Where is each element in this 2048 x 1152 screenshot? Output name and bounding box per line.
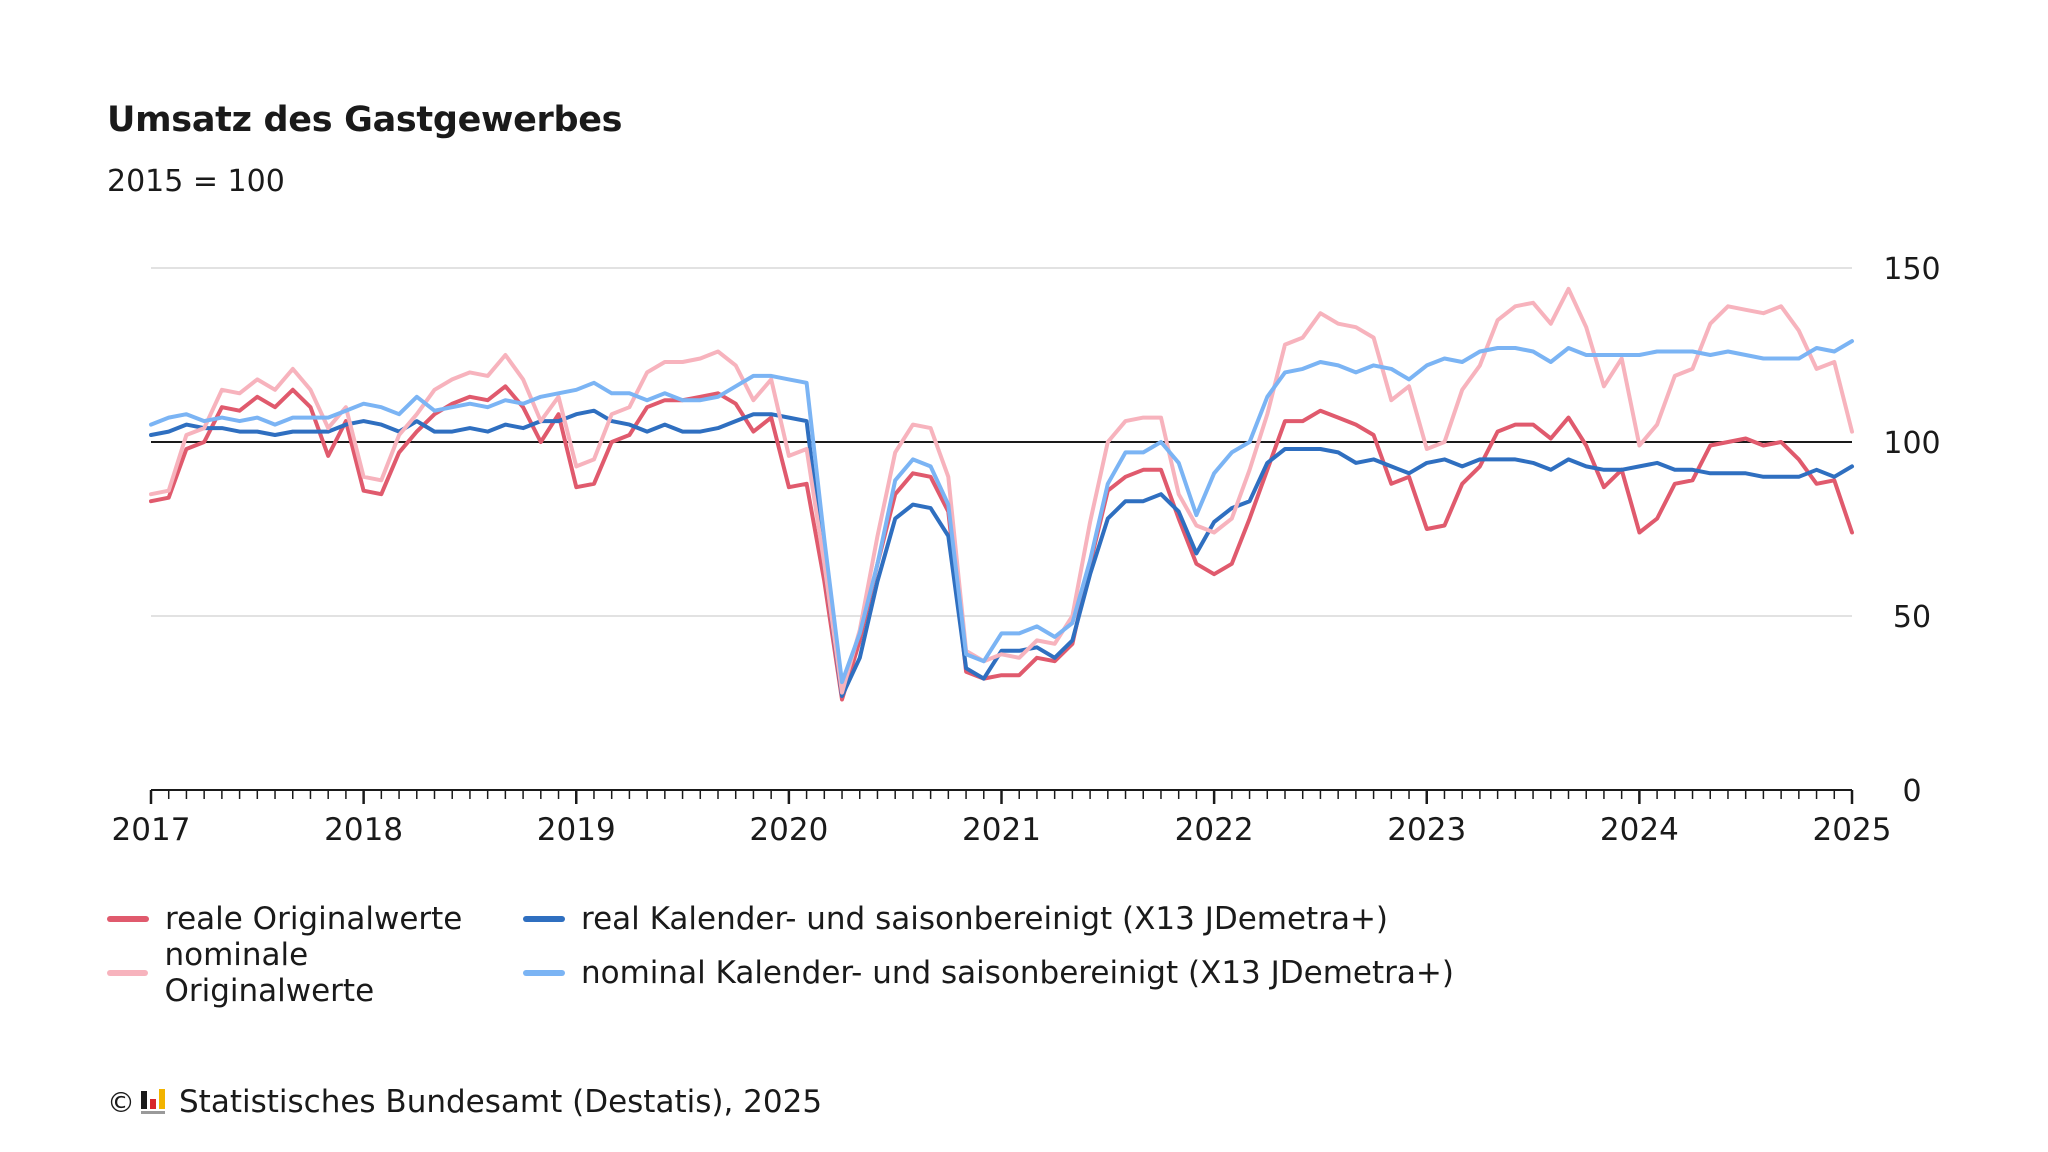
source-text: Statistisches Bundesamt (Destatis), 2025 [179,1084,823,1120]
y-tick-label-150: 150 [1883,252,1940,287]
x-tick-label-2020: 2020 [749,812,828,848]
legend-label: nominal Kalender- und saisonbereinigt (X… [581,955,1454,991]
y-tick-label-50: 50 [1893,600,1931,635]
x-tick-label-2021: 2021 [962,812,1041,848]
line-chart: 2017 2018 2019 2020 2021 2022 2023 2024 2025 0 50… [112,252,1941,848]
y-axis-labels: 0 50 100 150 [1883,252,1940,809]
x-tick-label-2024: 2024 [1600,812,1679,848]
destatis-logo-icon [141,1089,165,1114]
chart-subtitle: 2015 = 100 [107,164,285,199]
legend-label: nominale Originalwerte [164,937,375,1009]
grid-lines [151,267,1852,617]
legend-swatch [523,970,565,976]
x-tick-label-2018: 2018 [324,812,403,848]
chart-legend: reale Originalwerte real Kalender- und s… [107,892,1807,1009]
chart-title: Umsatz des Gastgewerbes [107,100,623,140]
x-axis: 2017 2018 2019 2020 2021 2022 2023 2024 2025 [112,789,1892,848]
x-tick-label-2022: 2022 [1175,812,1254,848]
x-tick-label-2023: 2023 [1387,812,1466,848]
y-tick-label-100: 100 [1883,426,1940,461]
legend-label: reale Originalwerte [165,901,463,937]
legend-swatch [107,916,149,922]
series-lines [149,286,1854,702]
legend-label: real Kalender- und saisonbereinigt (X13 … [581,901,1389,937]
x-tick-label-2025: 2025 [1813,812,1892,848]
series-line-4 [149,339,1854,685]
legend-swatch [107,970,149,976]
legend-item-nominale-originalwerte: nominale Originalwerte [107,937,523,1009]
legend-item-real-saisonbereinigt: real Kalender- und saisonbereinigt (X13 … [523,901,1388,937]
legend-swatch [523,916,565,922]
x-tick-label-2019: 2019 [537,812,616,848]
x-tick-label-2017: 2017 [112,812,191,848]
source-footer: © Statistisches Bundesamt (Destatis), 20… [107,1084,822,1120]
y-tick-label-0: 0 [1902,774,1921,809]
series-line-1 [149,384,1854,702]
legend-row-1: reale Originalwerte real Kalender- und s… [107,892,1807,946]
legend-item-nominal-saisonbereinigt: nominal Kalender- und saisonbereinigt (X… [523,955,1454,991]
copyright-icon: © [107,1085,135,1119]
series-line-2 [149,408,1854,698]
legend-item-reale-originalwerte: reale Originalwerte [107,901,523,937]
series-line-3 [149,286,1854,695]
legend-row-2: nominale Originalwerte nominal Kalender-… [107,937,1807,1009]
